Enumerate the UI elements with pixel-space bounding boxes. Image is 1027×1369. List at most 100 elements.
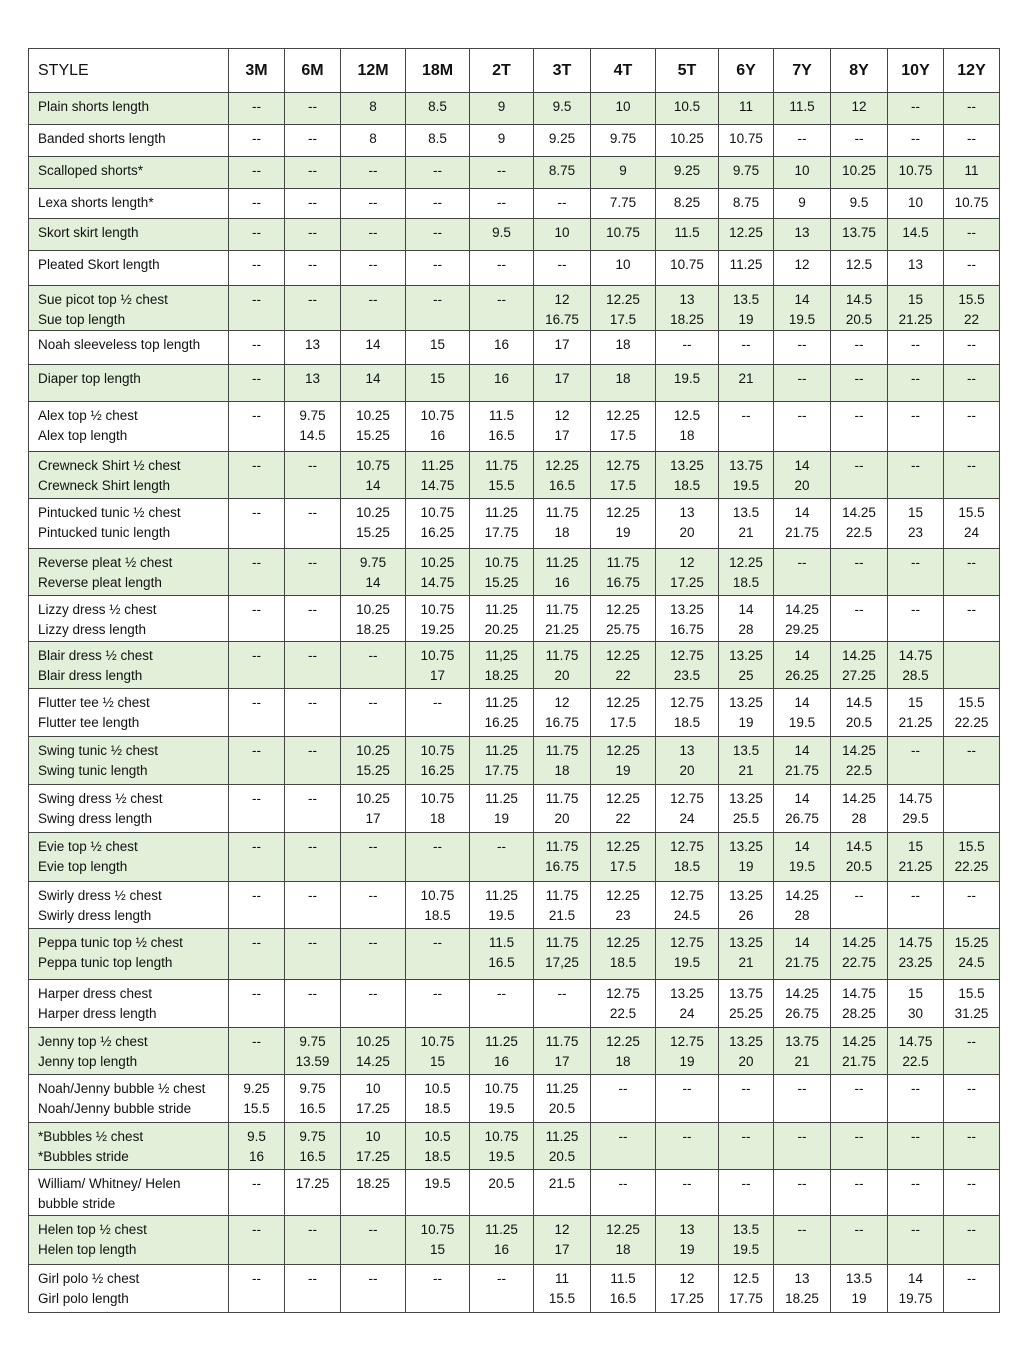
- measurement-cell: 10.75: [718, 124, 774, 157]
- measurement-cell: 14.5 20.5: [830, 688, 888, 737]
- measurement-cell: --: [228, 92, 285, 125]
- measurement-cell: 13.25 16.75: [655, 595, 719, 642]
- measurement-cell: --: [943, 595, 1000, 642]
- measurement-cell: 13.25 24: [655, 979, 719, 1028]
- measurement-cell: --: [405, 1264, 470, 1313]
- measurement-cell: 12.75 22.5: [590, 979, 656, 1028]
- measurement-cell: 19.5: [405, 1169, 470, 1216]
- measurement-cell: 12.75 18.5: [655, 832, 719, 882]
- measurement-cell: 12.25 17.5: [590, 832, 656, 882]
- measurement-cell: 13: [773, 218, 831, 251]
- measurement-cell: 12.75 23.5: [655, 641, 719, 689]
- measurement-cell: --: [405, 250, 470, 286]
- measurement-cell: --: [943, 1122, 1000, 1170]
- measurement-cell: 12 17: [533, 401, 591, 452]
- style-label: Harper dress chest Harper dress length: [28, 979, 229, 1028]
- table-row: Noah/Jenny bubble ½ chest Noah/Jenny bub…: [28, 1074, 1000, 1123]
- measurement-cell: 12.75 19: [655, 1027, 719, 1075]
- table-row: Sue picot top ½ chest Sue top length -- --…: [28, 285, 1000, 331]
- measurement-cell: 10: [533, 218, 591, 251]
- measurement-cell: 8: [340, 124, 406, 157]
- measurement-cell: 13.75 21: [773, 1027, 831, 1075]
- measurement-cell: 13 20: [655, 736, 719, 785]
- measurement-cell: 11.25 17.75: [469, 736, 534, 785]
- measurement-cell: 14 28: [718, 595, 774, 642]
- measurement-cell: --: [228, 641, 285, 689]
- column-header-size: 2T: [469, 48, 534, 93]
- measurement-cell: 14.5: [887, 218, 944, 251]
- measurement-cell: 10.25 15.25: [340, 736, 406, 785]
- measurement-cell: 9: [773, 188, 831, 219]
- measurement-cell: 10: [590, 250, 656, 286]
- measurement-cell: --: [943, 1027, 1000, 1075]
- measurement-cell: 9.5 16: [228, 1122, 285, 1170]
- measurement-cell: 11.25 19: [469, 784, 534, 833]
- measurement-cell: 11.25 17.75: [469, 498, 534, 549]
- measurement-cell: 11: [943, 156, 1000, 189]
- measurement-cell: 15: [405, 330, 470, 365]
- measurement-cell: 12.5 17.75: [718, 1264, 774, 1313]
- table-row: Flutter tee ½ chest Flutter tee length --…: [28, 688, 1000, 737]
- measurement-cell: 11.75 16.75: [590, 548, 656, 596]
- measurement-cell: --: [469, 1264, 534, 1313]
- measurement-cell: [943, 641, 1000, 689]
- measurement-cell: 12 17: [533, 1215, 591, 1265]
- measurement-cell: --: [284, 156, 341, 189]
- measurement-cell: 12.5: [830, 250, 888, 286]
- table-row: Diaper top length -- 13 14 15 16 17 18 19.5 21 -- -…: [28, 364, 1000, 402]
- measurement-cell: --: [340, 285, 406, 331]
- measurement-cell: --: [655, 1074, 719, 1123]
- style-label: Pintucked tunic ½ chest Pintucked tunic …: [28, 498, 229, 549]
- measurement-cell: 14.75 28.25: [830, 979, 888, 1028]
- measurement-cell: --: [655, 1169, 719, 1216]
- measurement-cell: 11.25: [718, 250, 774, 286]
- measurement-cell: 12.25 25.75: [590, 595, 656, 642]
- measurement-cell: --: [943, 92, 1000, 125]
- measurement-cell: 9.75: [718, 156, 774, 189]
- measurement-cell: --: [228, 832, 285, 882]
- table-row: Harper dress chest Harper dress length --…: [28, 979, 1000, 1028]
- measurement-cell: 12 16.75: [533, 688, 591, 737]
- table-row: Swing dress ½ chest Swing dress length --…: [28, 784, 1000, 833]
- measurement-cell: 10.75 16.25: [405, 498, 470, 549]
- measurement-cell: --: [718, 1169, 774, 1216]
- measurement-cell: [943, 784, 1000, 833]
- style-label: Blair dress ½ chest Blair dress length: [28, 641, 229, 689]
- column-header-size: 6Y: [718, 48, 774, 93]
- measurement-cell: --: [887, 330, 944, 365]
- measurement-cell: --: [773, 330, 831, 365]
- measurement-cell: 14 19.5: [773, 285, 831, 331]
- measurement-cell: 13.25 26: [718, 881, 774, 929]
- measurement-cell: 9: [469, 92, 534, 125]
- measurement-cell: --: [943, 250, 1000, 286]
- table-row: Banded shorts length -- -- 8 8.5 9 9.25 9.75 10.…: [28, 124, 1000, 157]
- measurement-cell: --: [340, 832, 406, 882]
- measurement-cell: 19.5: [655, 364, 719, 402]
- measurement-cell: 9.25: [655, 156, 719, 189]
- measurement-cell: --: [469, 285, 534, 331]
- measurement-cell: --: [228, 881, 285, 929]
- measurement-cell: 10.5 18.5: [405, 1074, 470, 1123]
- measurement-cell: 11.75 20: [533, 641, 591, 689]
- table-row: Crewneck Shirt ½ chest Crewneck Shirt le…: [28, 451, 1000, 499]
- measurement-cell: --: [340, 928, 406, 980]
- measurement-cell: --: [830, 595, 888, 642]
- measurement-cell: 10.75 16.25: [405, 736, 470, 785]
- measurement-cell: 15.5 31.25: [943, 979, 1000, 1028]
- measurement-cell: --: [830, 124, 888, 157]
- measurement-cell: 13: [887, 250, 944, 286]
- measurement-cell: 14.25 28: [773, 881, 831, 929]
- measurement-cell: 12.25 19: [590, 736, 656, 785]
- column-header-size: 3M: [228, 48, 285, 93]
- measurement-cell: 14.25 26.75: [773, 979, 831, 1028]
- measurement-cell: 15.5 22.25: [943, 832, 1000, 882]
- measurement-cell: --: [284, 124, 341, 157]
- measurement-cell: --: [887, 364, 944, 402]
- measurement-cell: --: [228, 928, 285, 980]
- measurement-cell: --: [340, 881, 406, 929]
- measurement-cell: --: [284, 595, 341, 642]
- measurement-cell: 15.25 24.5: [943, 928, 1000, 980]
- measurement-cell: 10: [773, 156, 831, 189]
- measurement-cell: 12.25 18.5: [718, 548, 774, 596]
- style-label: Helen top ½ chest Helen top length: [28, 1215, 229, 1265]
